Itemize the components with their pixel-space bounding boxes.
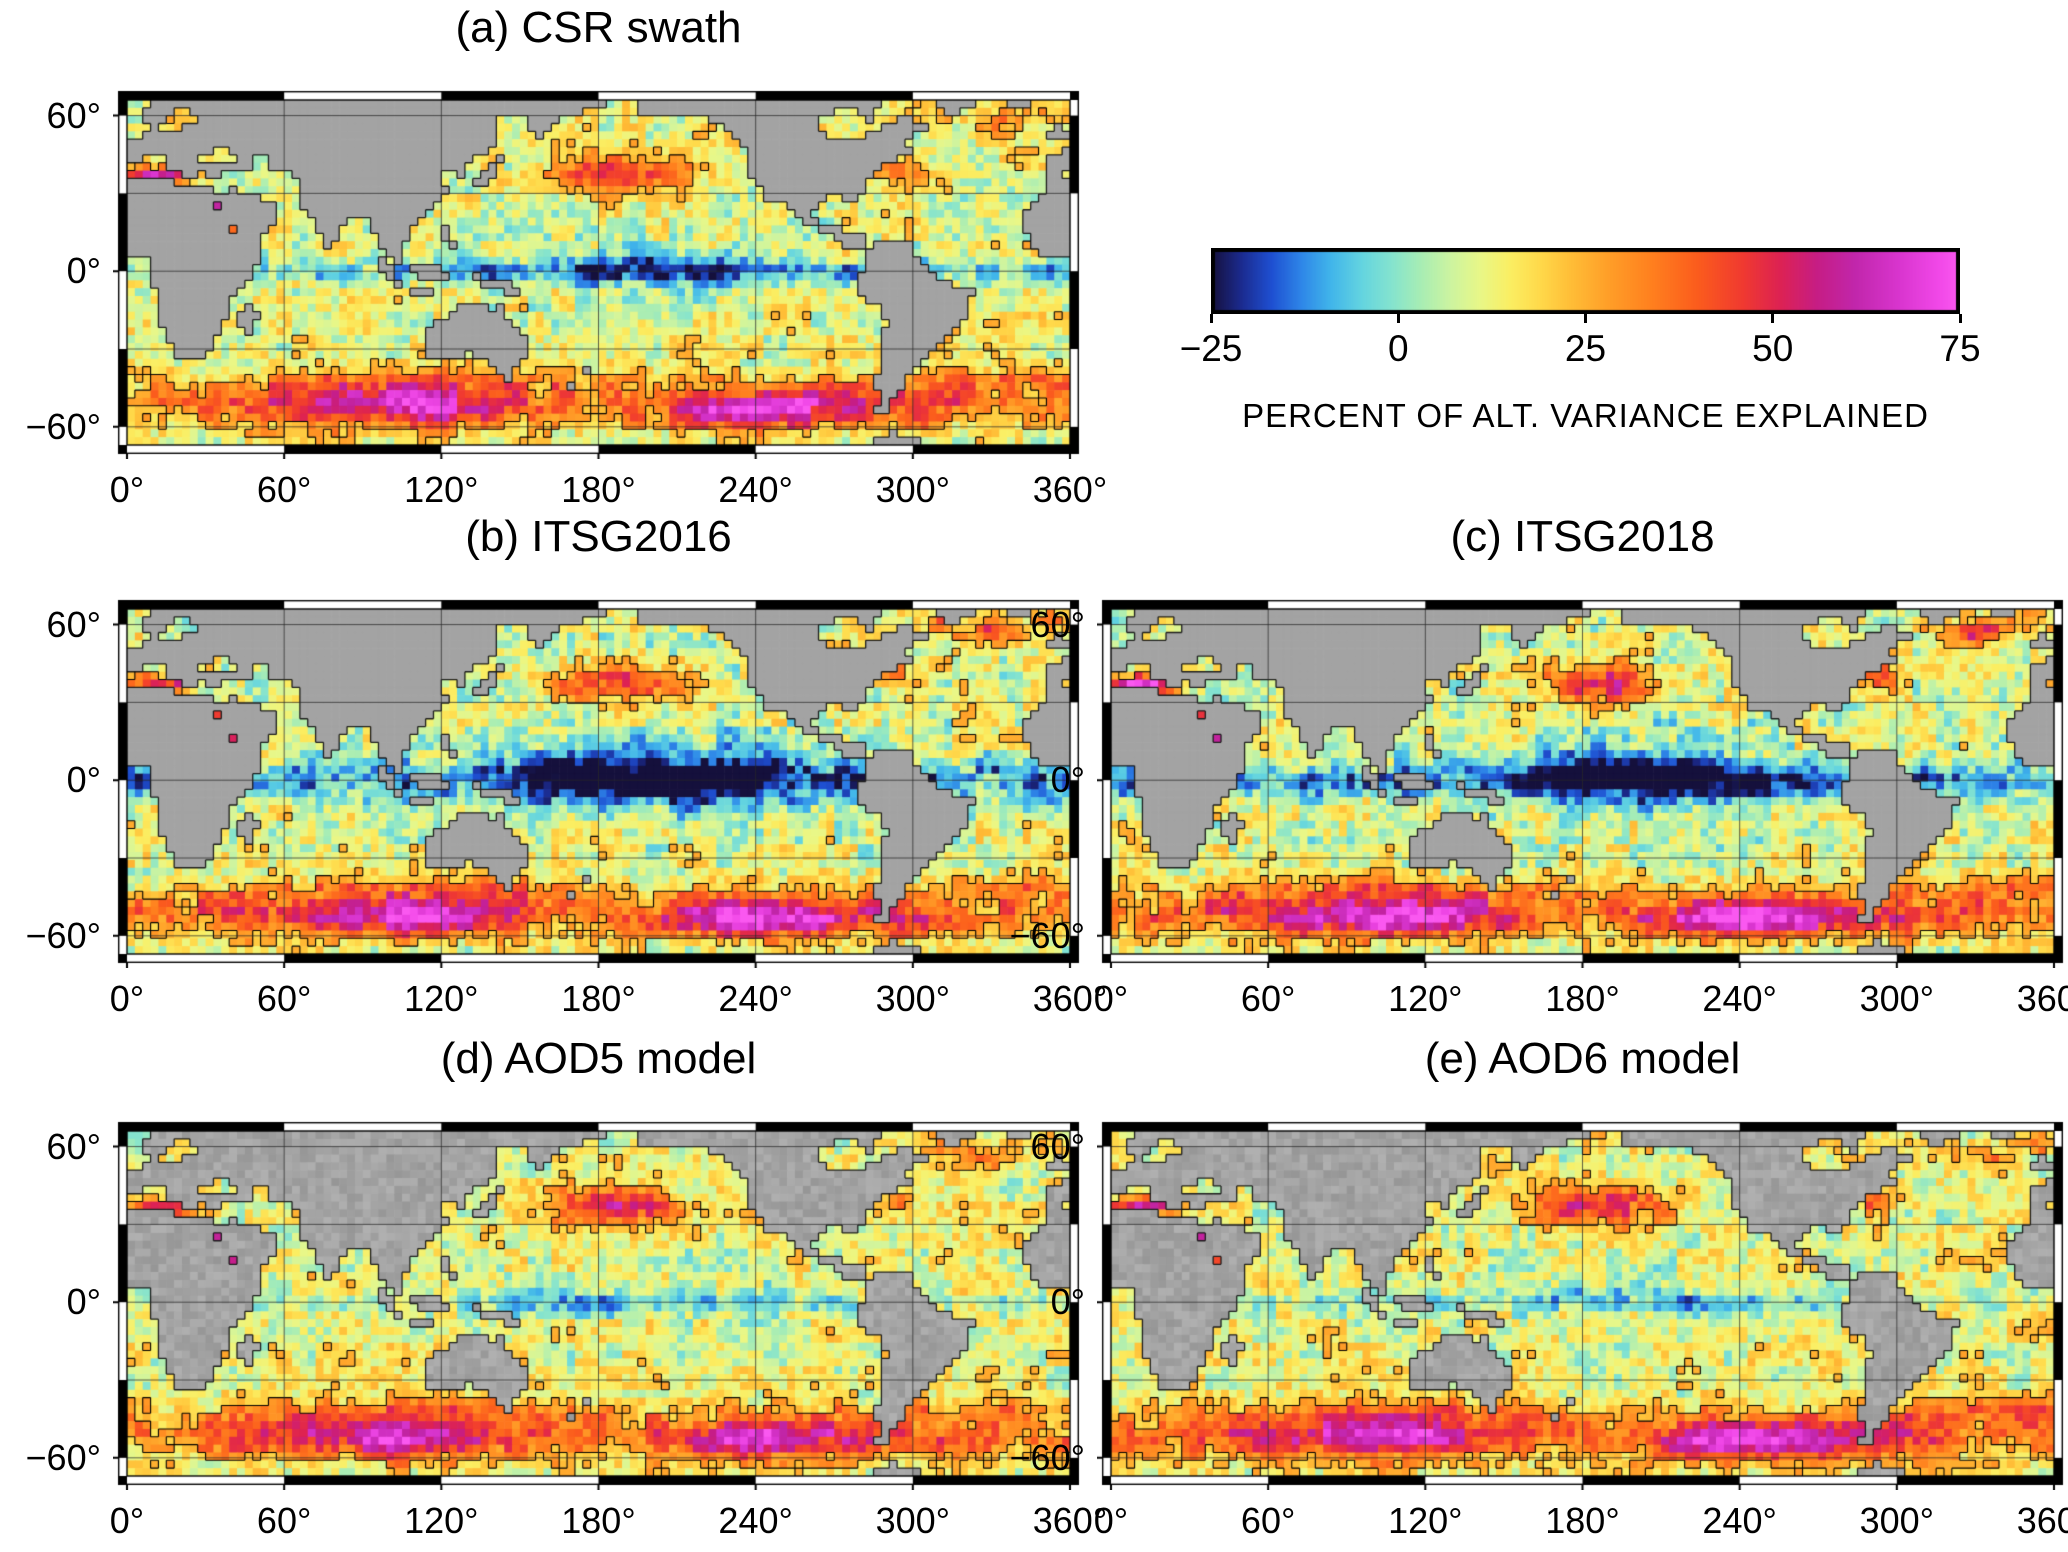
y-tick-label-c-0: 60°: [1030, 603, 1085, 645]
x-tick-label-a-2: 120°: [404, 469, 479, 510]
colorbar-tickmark-4: [1958, 314, 1962, 323]
map-panel-c-canvas: [1097, 595, 2068, 968]
x-tick-label-a-3: 180°: [561, 469, 636, 510]
y-tick-label-a-1: 0°: [66, 250, 101, 292]
x-tick-label-c-3: 180°: [1545, 978, 1620, 1019]
y-tick-label-b-0: 60°: [46, 603, 101, 645]
x-tick-label-c-4: 240°: [1702, 978, 1777, 1019]
x-tick-label-e-0: 0°: [1093, 1500, 1129, 1541]
x-tick-label-e-5: 300°: [1859, 1500, 1935, 1541]
panel-title-c: (c) ITSG2018: [1450, 512, 1715, 561]
x-tick-label-b-4: 240°: [718, 978, 793, 1019]
map-panel-b-canvas: [113, 595, 1084, 968]
x-tick-label-c-0: 0°: [1093, 978, 1129, 1019]
colorbar-label: PERCENT OF ALT. VARIANCE EXPLAINED: [1242, 397, 1929, 434]
x-tick-label-e-3: 180°: [1545, 1500, 1620, 1541]
colorbar-tick-label-3: 50: [1752, 328, 1794, 369]
colorbar-tickmark-3: [1771, 314, 1775, 323]
colorbar-tickmark-2: [1584, 314, 1587, 323]
x-tick-label-e-6: 360°: [2016, 1500, 2068, 1541]
x-tick-label-c-2: 120°: [1388, 978, 1463, 1019]
x-tick-label-b-1: 60°: [256, 978, 312, 1019]
x-tick-label-d-3: 180°: [561, 1500, 636, 1541]
x-tick-label-d-5: 300°: [875, 1500, 951, 1541]
x-tick-label-b-2: 120°: [404, 978, 479, 1019]
panel-title-a: (a) CSR swath: [455, 3, 742, 52]
map-panel-a-canvas: [113, 86, 1084, 459]
x-tick-label-a-6: 360°: [1032, 469, 1108, 510]
x-tick-label-c-5: 300°: [1859, 978, 1935, 1019]
y-tick-label-c-1: 0°: [1050, 759, 1085, 801]
x-tick-label-b-3: 180°: [561, 978, 636, 1019]
colorbar-tickmark-0: [1209, 314, 1213, 323]
panel-title-e: (e) AOD6 model: [1424, 1034, 1741, 1083]
x-tick-label-a-0: 0°: [109, 469, 145, 510]
y-tick-label-b-2: −60°: [25, 914, 101, 956]
colorbar-tick-label-2: 25: [1564, 328, 1607, 369]
x-tick-label-e-1: 60°: [1240, 1500, 1296, 1541]
y-tick-label-d-2: −60°: [25, 1436, 101, 1478]
x-tick-label-a-1: 60°: [256, 469, 312, 510]
y-tick-label-d-0: 60°: [46, 1125, 101, 1167]
y-tick-label-a-2: −60°: [25, 405, 101, 447]
y-tick-label-b-1: 0°: [66, 759, 101, 801]
x-tick-label-e-2: 120°: [1388, 1500, 1463, 1541]
y-tick-label-a-0: 60°: [46, 94, 101, 136]
panel-title-d: (d) AOD5 model: [440, 1034, 757, 1083]
y-tick-label-e-2: −60°: [1009, 1436, 1085, 1478]
x-tick-label-d-0: 0°: [109, 1500, 145, 1541]
colorbar-tick-label-1: 0: [1387, 328, 1409, 369]
colorbar: [1211, 248, 1960, 314]
x-tick-label-a-5: 300°: [875, 469, 951, 510]
x-tick-label-b-5: 300°: [875, 978, 951, 1019]
colorbar-tick-label-0: −25: [1179, 328, 1243, 369]
y-tick-label-d-1: 0°: [66, 1281, 101, 1323]
x-tick-label-c-6: 360°: [2016, 978, 2068, 1019]
y-tick-label-e-0: 60°: [1030, 1125, 1085, 1167]
map-panel-d-canvas: [113, 1117, 1084, 1490]
x-tick-label-d-6: 360°: [1032, 1500, 1108, 1541]
panel-title-b: (b) ITSG2016: [465, 512, 732, 561]
x-tick-label-d-4: 240°: [718, 1500, 793, 1541]
colorbar-tick-label-4: 75: [1939, 328, 1981, 369]
x-tick-label-b-6: 360°: [1032, 978, 1108, 1019]
x-tick-label-d-2: 120°: [404, 1500, 479, 1541]
colorbar-tickmark-1: [1396, 314, 1400, 323]
x-tick-label-b-0: 0°: [109, 978, 145, 1019]
map-panel-e-canvas: [1097, 1117, 2068, 1490]
x-tick-label-e-4: 240°: [1702, 1500, 1777, 1541]
x-tick-label-d-1: 60°: [256, 1500, 312, 1541]
y-tick-label-c-2: −60°: [1009, 914, 1085, 956]
x-tick-label-c-1: 60°: [1240, 978, 1296, 1019]
x-tick-label-a-4: 240°: [718, 469, 793, 510]
y-tick-label-e-1: 0°: [1050, 1281, 1085, 1323]
